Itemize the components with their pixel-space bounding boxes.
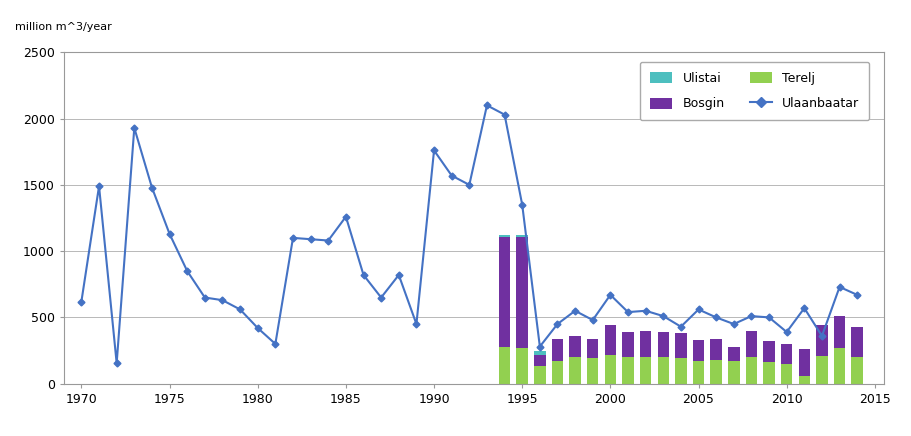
Bar: [692, 361, 704, 384]
Ulaanbaatar: [464, 182, 475, 187]
Bar: [640, 357, 651, 384]
Bar: [569, 357, 581, 384]
Bar: [763, 362, 774, 384]
Bar: [781, 364, 793, 384]
Ulaanbaatar: [535, 344, 546, 349]
Bar: [799, 349, 810, 376]
Bar: [499, 235, 510, 237]
Bar: [816, 356, 828, 384]
Ulaanbaatar: [128, 125, 139, 130]
Ulaanbaatar: [746, 313, 757, 319]
Bar: [587, 358, 599, 384]
Ulaanbaatar: [728, 321, 739, 327]
Bar: [534, 351, 546, 354]
Ulaanbaatar: [499, 112, 510, 117]
Text: million m^3/year: million m^3/year: [15, 22, 111, 32]
Ulaanbaatar: [640, 308, 651, 313]
Ulaanbaatar: [711, 315, 722, 320]
Bar: [499, 237, 510, 347]
Ulaanbaatar: [288, 235, 299, 241]
Ulaanbaatar: [235, 307, 246, 312]
Bar: [711, 339, 722, 360]
Bar: [711, 360, 722, 384]
Bar: [728, 361, 740, 384]
Line: Ulaanbaatar: Ulaanbaatar: [79, 103, 860, 365]
Ulaanbaatar: [94, 184, 105, 189]
Bar: [834, 316, 845, 348]
Bar: [834, 348, 845, 384]
Ulaanbaatar: [569, 308, 580, 313]
Bar: [781, 344, 793, 364]
Ulaanbaatar: [834, 284, 845, 290]
Ulaanbaatar: [658, 313, 669, 319]
Bar: [658, 332, 669, 357]
Bar: [534, 366, 546, 384]
Ulaanbaatar: [482, 103, 493, 108]
Ulaanbaatar: [76, 299, 87, 304]
Ulaanbaatar: [375, 295, 386, 300]
Ulaanbaatar: [394, 272, 404, 278]
Bar: [534, 354, 546, 366]
Ulaanbaatar: [252, 325, 263, 330]
Ulaanbaatar: [799, 306, 810, 311]
Bar: [605, 354, 616, 384]
Ulaanbaatar: [428, 148, 439, 153]
Ulaanbaatar: [446, 173, 457, 178]
Ulaanbaatar: [552, 321, 563, 327]
Bar: [658, 357, 669, 384]
Ulaanbaatar: [217, 297, 228, 303]
Bar: [852, 357, 863, 384]
Bar: [640, 330, 651, 357]
Legend: Ulistai, Bosgin, Terelj, Ulaanbaatar: Ulistai, Bosgin, Terelj, Ulaanbaatar: [640, 62, 869, 120]
Ulaanbaatar: [411, 321, 422, 327]
Ulaanbaatar: [852, 292, 863, 297]
Ulaanbaatar: [588, 317, 599, 323]
Bar: [852, 327, 863, 357]
Bar: [746, 357, 757, 384]
Ulaanbaatar: [605, 292, 616, 297]
Ulaanbaatar: [693, 307, 704, 312]
Bar: [605, 325, 616, 354]
Bar: [499, 347, 510, 384]
Bar: [763, 341, 774, 362]
Ulaanbaatar: [622, 310, 633, 315]
Bar: [675, 358, 687, 384]
Bar: [622, 357, 634, 384]
Ulaanbaatar: [675, 324, 686, 329]
Bar: [517, 348, 528, 384]
Ulaanbaatar: [782, 329, 793, 334]
Ulaanbaatar: [517, 202, 527, 208]
Ulaanbaatar: [147, 185, 158, 190]
Ulaanbaatar: [358, 272, 369, 278]
Ulaanbaatar: [270, 341, 281, 347]
Bar: [587, 339, 599, 358]
Bar: [517, 235, 528, 237]
Ulaanbaatar: [305, 237, 316, 242]
Bar: [569, 336, 581, 357]
Ulaanbaatar: [164, 231, 175, 236]
Bar: [552, 339, 563, 361]
Ulaanbaatar: [181, 269, 192, 274]
Ulaanbaatar: [200, 295, 210, 300]
Bar: [622, 332, 634, 357]
Ulaanbaatar: [816, 334, 827, 339]
Bar: [552, 361, 563, 384]
Bar: [692, 340, 704, 361]
Bar: [728, 347, 740, 361]
Bar: [517, 237, 528, 348]
Bar: [746, 330, 757, 357]
Ulaanbaatar: [763, 315, 774, 320]
Bar: [675, 333, 687, 358]
Ulaanbaatar: [341, 214, 352, 219]
Bar: [799, 376, 810, 384]
Bar: [816, 325, 828, 356]
Ulaanbaatar: [322, 238, 333, 243]
Ulaanbaatar: [111, 361, 122, 366]
